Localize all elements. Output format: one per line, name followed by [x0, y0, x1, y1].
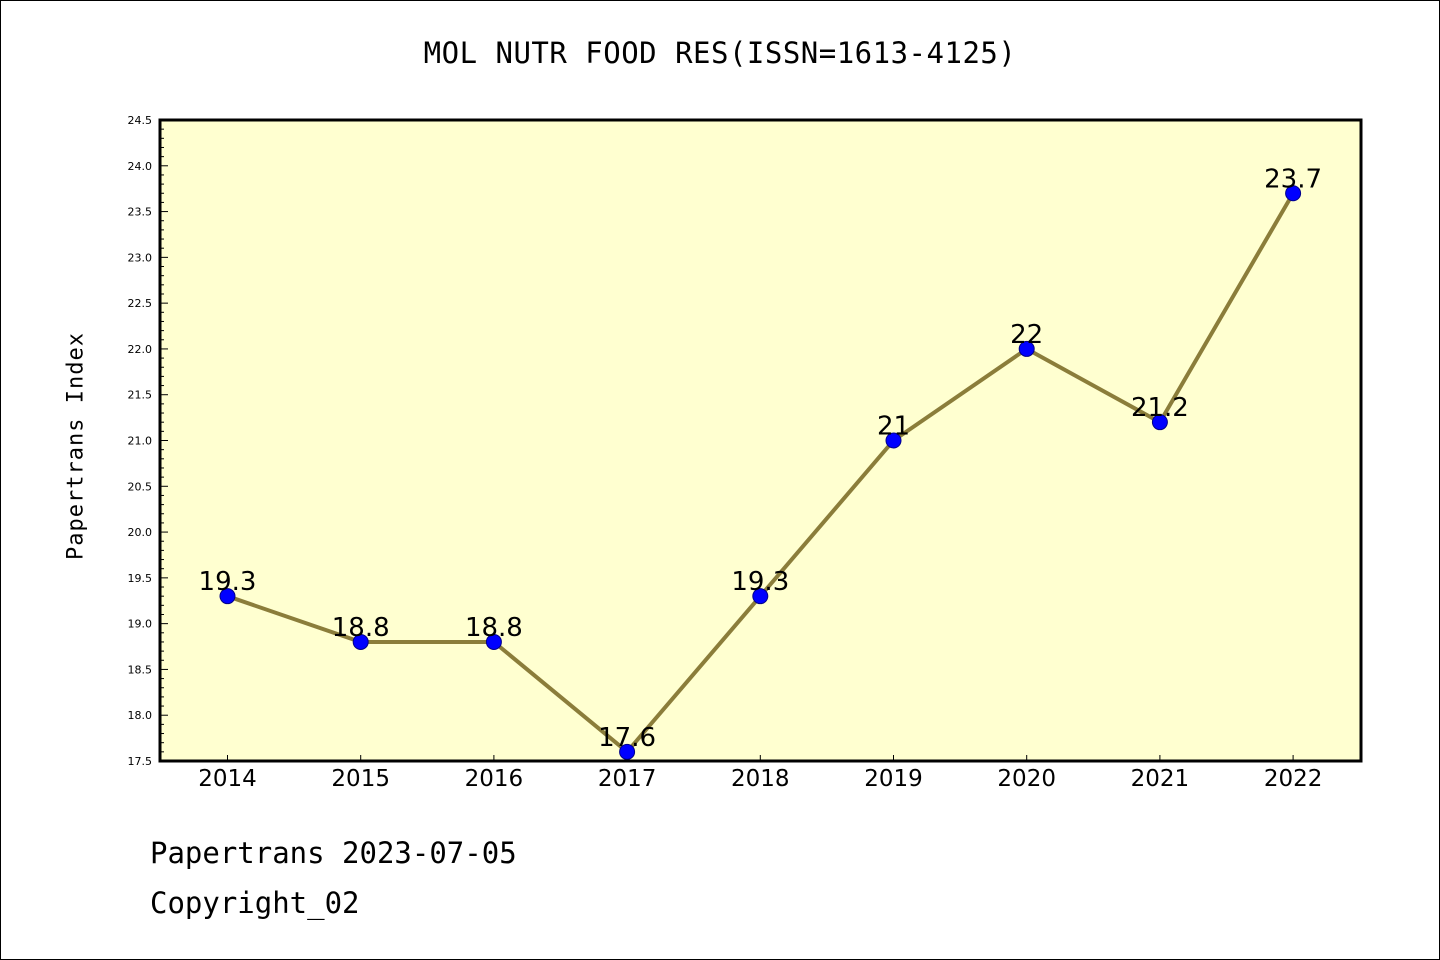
data-point [1285, 185, 1302, 202]
y-tick-label: 20.0 [128, 526, 153, 539]
data-label: 21 [877, 412, 910, 442]
x-tick-label: 2022 [1264, 766, 1323, 792]
data-point [752, 588, 769, 605]
x-tick-label: 2017 [598, 766, 657, 792]
data-label: 23.7 [1264, 164, 1322, 194]
x-tick-label: 2020 [997, 766, 1056, 792]
data-label: 18.8 [332, 613, 390, 643]
footer-date: Papertrans 2023-07-05 [150, 836, 517, 870]
footer-copyright: Copyright_02 [150, 886, 360, 920]
data-point [485, 633, 502, 650]
y-tick-label: 20.5 [128, 480, 153, 493]
y-tick-label: 17.5 [128, 755, 153, 768]
data-point [352, 633, 369, 650]
y-tick-label: 22.5 [128, 297, 153, 310]
y-tick-label: 18.5 [128, 663, 153, 676]
data-label: 21.2 [1131, 393, 1189, 423]
data-label: 19.3 [731, 567, 789, 597]
data-label: 22 [1010, 320, 1043, 350]
y-tick-label: 24.5 [128, 114, 153, 127]
x-tick-label: 2018 [731, 766, 790, 792]
plot-area [160, 120, 1361, 761]
y-tick-label: 21.5 [128, 389, 153, 402]
data-point [619, 743, 636, 760]
y-tick-label: 24.0 [128, 160, 153, 173]
data-label: 17.6 [598, 723, 656, 753]
plot-frame [158, 118, 1363, 763]
y-tick-label: 18.0 [128, 709, 153, 722]
data-label: 18.8 [465, 613, 523, 643]
data-point [885, 432, 902, 449]
x-tick-label: 2021 [1131, 766, 1190, 792]
y-tick-label: 23.0 [128, 251, 153, 264]
y-tick-label: 23.5 [128, 206, 153, 219]
y-tick-label: 21.0 [128, 435, 153, 448]
x-tick-label: 2019 [864, 766, 923, 792]
y-tick-label: 19.0 [128, 618, 153, 631]
data-label: 19.3 [199, 567, 257, 597]
chart-title: MOL NUTR FOOD RES(ISSN=1613-4125) [423, 36, 1017, 70]
data-point [1018, 340, 1035, 357]
x-tick-label: 2015 [331, 766, 390, 792]
x-tick-label: 2014 [198, 766, 257, 792]
y-tick-label: 22.0 [128, 343, 153, 356]
data-point [219, 588, 236, 605]
data-point [1151, 414, 1168, 431]
y-tick-label: 19.5 [128, 572, 153, 585]
x-tick-label: 2016 [465, 766, 524, 792]
